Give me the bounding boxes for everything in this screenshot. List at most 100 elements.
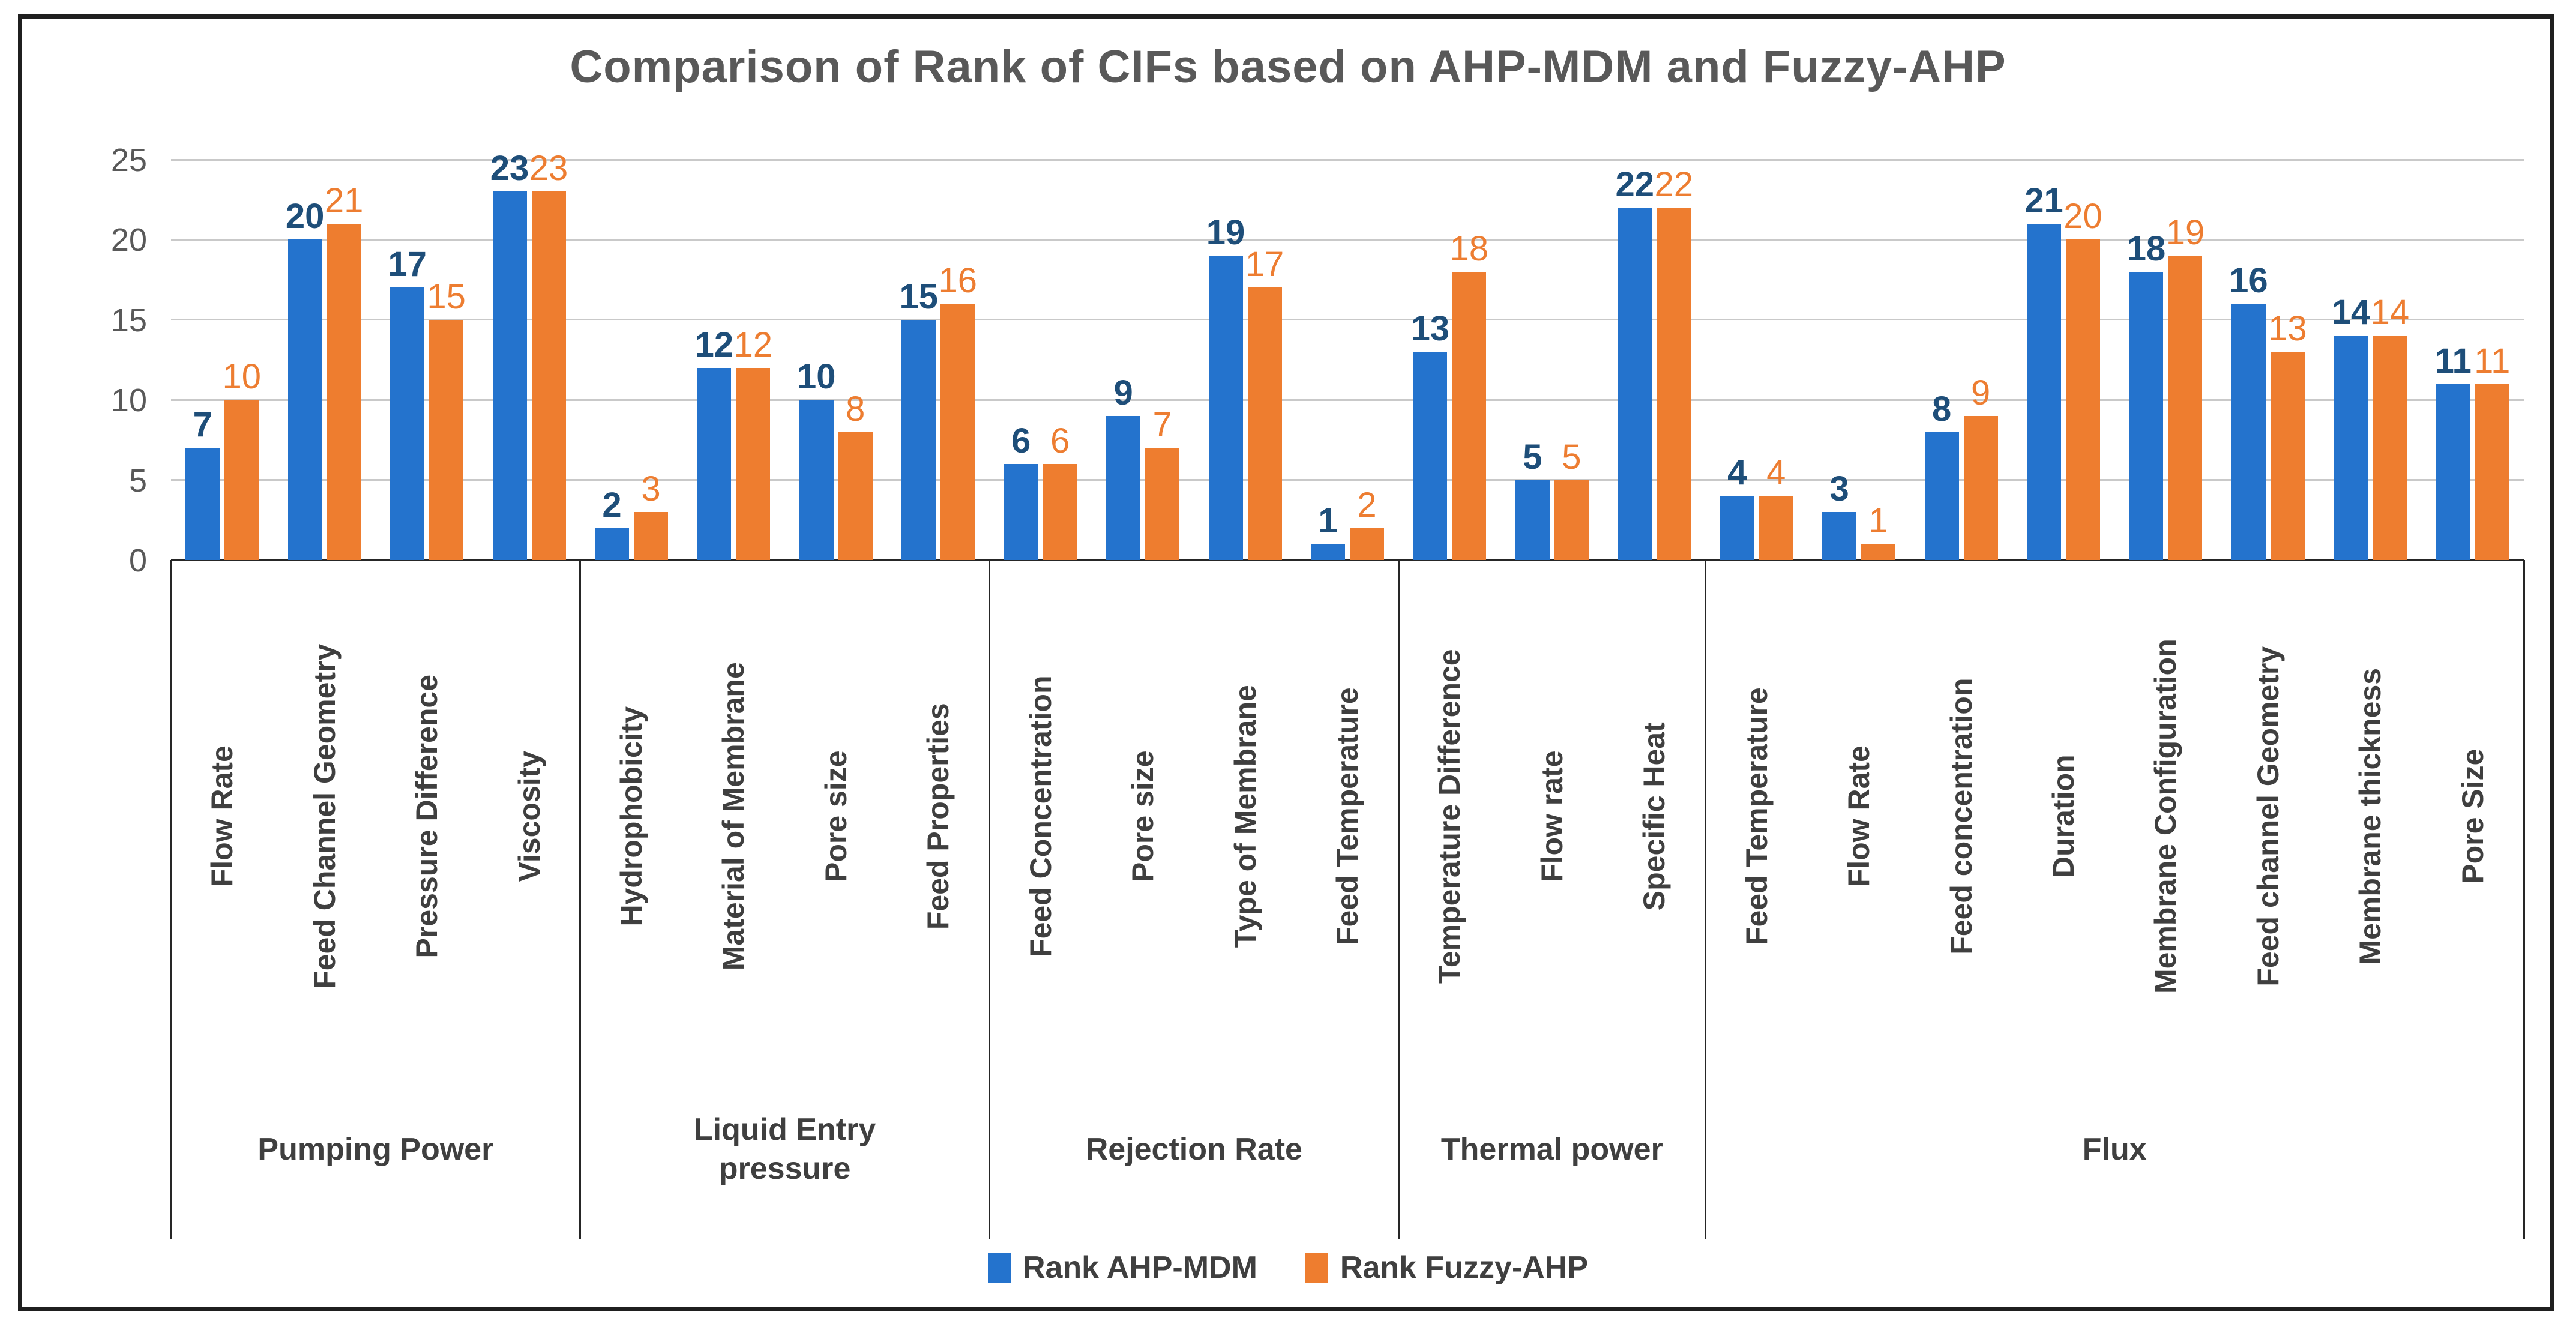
- category-label: Pore Size: [2455, 748, 2490, 884]
- rank-fuzzy-ahp-bar: [633, 511, 668, 560]
- rank-ahp-mdm-bar: [1413, 352, 1448, 560]
- bar-value-label: 15: [899, 277, 938, 316]
- category-label: Feed concentration: [1944, 678, 1978, 955]
- y-axis-tick-label: 20: [110, 222, 147, 259]
- chart-title: Comparison of Rank of CIFs based on AHP-…: [570, 41, 2006, 92]
- rank-fuzzy-ahp-bar: [2475, 384, 2509, 560]
- rank-ahp-mdm-bar: [1515, 480, 1550, 560]
- category-label: Hydrophobicity: [614, 706, 648, 927]
- legend: Rank AHP-MDM Rank Fuzzy-AHP: [0, 1250, 2576, 1286]
- rank-fuzzy-ahp-bar: [2066, 239, 2101, 560]
- grid-line: [171, 238, 2524, 241]
- bar-value-label: 1: [1318, 501, 1338, 541]
- rank-ahp-mdm-bar: [1311, 544, 1345, 560]
- category-label: Membrane thickness: [2353, 667, 2388, 965]
- bar-value-label: 19: [1206, 213, 1245, 253]
- category-label: Feed Channel Geometry: [307, 643, 342, 989]
- bar-value-label: 5: [1523, 437, 1542, 477]
- category-label: Flow Rate: [205, 745, 239, 888]
- rank-ahp-mdm-bar: [1208, 256, 1243, 560]
- legend-swatch-orange: [1305, 1253, 1328, 1283]
- rank-ahp-mdm-bar: [1822, 511, 1857, 560]
- category-label: Duration: [2047, 754, 2081, 878]
- rank-ahp-mdm-bar: [1924, 432, 1959, 560]
- bar-value-label: 8: [1931, 389, 1952, 429]
- rank-ahp-mdm-bar: [1618, 208, 1652, 560]
- bar-value-label: 20: [2063, 197, 2102, 236]
- bar-value-label: 20: [285, 197, 325, 236]
- category-label: Flow Rate: [1842, 745, 1876, 888]
- rank-fuzzy-ahp-bar: [1657, 208, 1691, 560]
- bar-value-label: 6: [1050, 421, 1070, 460]
- rank-fuzzy-ahp-bar: [1861, 544, 1896, 560]
- group-label-text: Pumping Power: [257, 1131, 494, 1167]
- bar-value-label: 5: [1562, 437, 1581, 477]
- bar-value-label: 8: [846, 389, 865, 429]
- category-label: Flow rate: [1535, 750, 1569, 882]
- bar-value-label: 15: [427, 277, 466, 316]
- bar-value-label: 4: [1766, 453, 1786, 493]
- grid-line: [171, 479, 2524, 481]
- bar-value-label: 14: [2331, 293, 2371, 332]
- bar-value-label: 3: [641, 469, 661, 508]
- rank-ahp-mdm-bar: [492, 191, 527, 560]
- rank-ahp-mdm-bar: [1004, 463, 1038, 560]
- group-label: Liquid Entry pressure: [580, 1071, 990, 1227]
- category-label: Material of Membrane: [717, 661, 751, 971]
- rank-fuzzy-ahp-bar: [1043, 463, 1077, 560]
- rank-fuzzy-ahp-bar: [1963, 415, 1998, 560]
- bar-value-label: 23: [490, 149, 529, 188]
- rank-fuzzy-ahp-bar: [1145, 448, 1180, 560]
- group-label-text: Liquid Entry pressure: [693, 1112, 876, 1186]
- grid-line: [171, 399, 2524, 401]
- category-label: Pore size: [819, 750, 853, 882]
- rank-ahp-mdm-bar: [2129, 271, 2164, 560]
- rank-fuzzy-ahp-bar: [224, 400, 259, 560]
- group-separator-line: [988, 560, 990, 1239]
- category-label: Pore size: [1126, 750, 1160, 882]
- bar-value-label: 16: [2229, 261, 2268, 301]
- category-label: Pressure Difference: [410, 674, 444, 958]
- group-label-text: Thermal power: [1440, 1131, 1663, 1167]
- bar-value-label: 21: [2024, 181, 2063, 220]
- rank-ahp-mdm-bar: [1720, 496, 1754, 560]
- group-separator-line: [1397, 560, 1400, 1239]
- bar-value-label: 11: [2434, 341, 2472, 381]
- rank-ahp-mdm-bar: [697, 367, 732, 560]
- grid-line: [171, 158, 2524, 161]
- bar-value-label: 13: [1410, 309, 1450, 349]
- bar-value-label: 13: [2268, 309, 2307, 349]
- rank-ahp-mdm-bar: [1106, 415, 1141, 560]
- rank-ahp-mdm-bar: [594, 528, 629, 560]
- rank-ahp-mdm-bar: [901, 319, 936, 560]
- group-separator-line: [1705, 560, 1707, 1239]
- category-label: Specific Heat: [1637, 721, 1672, 911]
- category-label: Feed channel Geometry: [2251, 646, 2285, 987]
- bar-value-label: 10: [222, 357, 261, 397]
- bar-value-label: 12: [733, 325, 773, 364]
- rank-fuzzy-ahp-bar: [940, 304, 975, 560]
- rank-fuzzy-ahp-bar: [2270, 352, 2305, 560]
- rank-fuzzy-ahp-bar: [1554, 480, 1589, 560]
- rank-fuzzy-ahp-bar: [1759, 496, 1793, 560]
- bar-value-label: 21: [324, 181, 364, 220]
- grid-line: [171, 319, 2524, 321]
- bar-value-label: 2: [602, 485, 622, 525]
- bar-value-label: 3: [1829, 469, 1849, 508]
- rank-fuzzy-ahp-bar: [838, 432, 873, 560]
- figure-border: [18, 14, 2554, 1311]
- group-label: Flux: [1706, 1071, 2524, 1227]
- bar-value-label: 18: [1449, 229, 1489, 268]
- bar-value-label: 10: [797, 357, 836, 397]
- bar-value-label: 23: [529, 149, 568, 188]
- bar-value-label: 7: [1152, 405, 1172, 445]
- rank-ahp-mdm-bar: [287, 239, 322, 560]
- bar-value-label: 6: [1011, 421, 1031, 460]
- rank-ahp-mdm-bar: [2231, 304, 2266, 560]
- bar-value-label: 17: [1245, 245, 1284, 284]
- group-label: Thermal power: [1398, 1071, 1705, 1227]
- rank-ahp-mdm-bar: [185, 448, 220, 560]
- rank-ahp-mdm-bar: [2334, 336, 2368, 560]
- category-label: Temperature Difference: [1433, 649, 1467, 984]
- y-axis-tick-label: 5: [128, 462, 147, 499]
